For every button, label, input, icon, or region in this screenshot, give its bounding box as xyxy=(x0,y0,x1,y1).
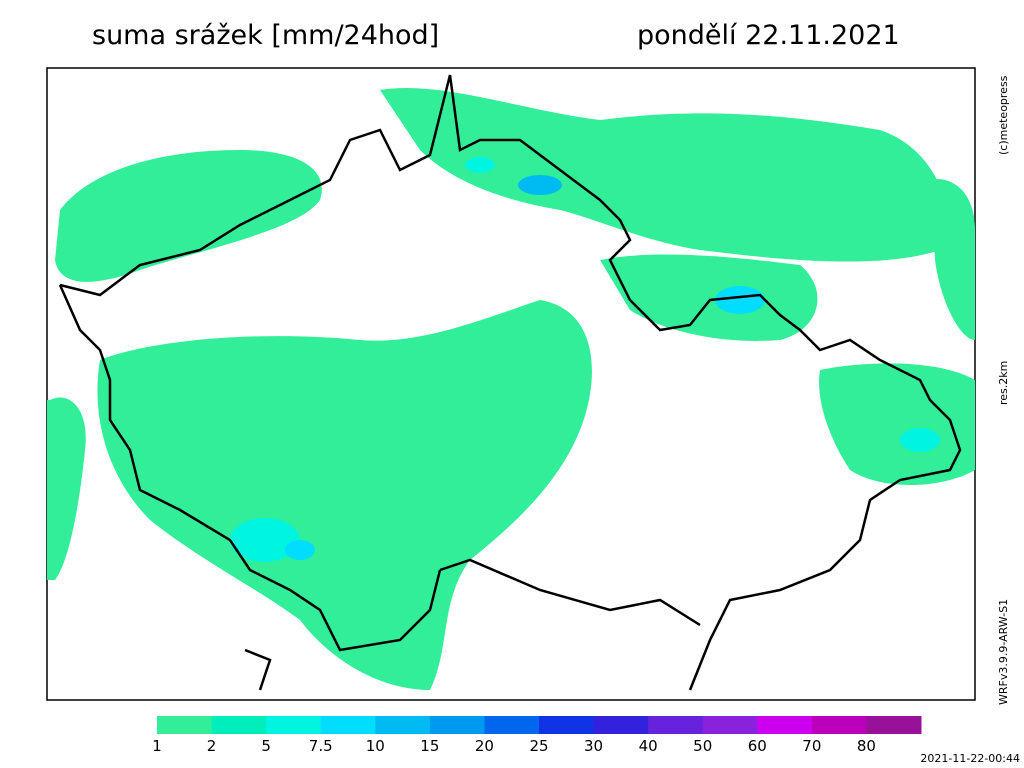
precip-area xyxy=(380,87,948,262)
precip-spot xyxy=(230,518,300,562)
map xyxy=(46,67,976,701)
precip-spot xyxy=(285,540,315,560)
precip-area xyxy=(930,179,975,340)
legend-swatch xyxy=(866,716,922,734)
resolution: res.2km xyxy=(997,361,1010,405)
precip-spot xyxy=(715,286,765,314)
legend-label: 20 xyxy=(475,737,494,755)
model: WRFv3.9.9-ARW-S1 xyxy=(997,599,1010,705)
precip-area xyxy=(819,363,975,485)
legend-label: 7.5 xyxy=(309,737,333,755)
precip-spot xyxy=(518,175,562,195)
precip-areas xyxy=(47,87,975,690)
legend-label: 70 xyxy=(802,737,821,755)
legend-swatch xyxy=(648,716,704,734)
legend-swatch xyxy=(811,716,867,734)
precip-area xyxy=(600,254,818,341)
legend-swatch xyxy=(702,716,758,734)
precip-spot xyxy=(900,428,940,452)
legend-label: 25 xyxy=(529,737,548,755)
legend-swatch xyxy=(266,716,322,734)
legend-label: 10 xyxy=(366,737,385,755)
color-legend: 1 2 5 7.5 10 15 20 25 30 40 50 60 70 80 xyxy=(152,716,922,755)
legend-swatch xyxy=(320,716,376,734)
legend-label: 60 xyxy=(748,737,767,755)
legend-swatch xyxy=(429,716,485,734)
legend-swatch xyxy=(157,716,213,734)
border xyxy=(58,74,962,691)
legend-label: 15 xyxy=(420,737,439,755)
heavy-precip xyxy=(230,157,940,562)
precip-area xyxy=(97,300,592,690)
copyright: (c)meteopress xyxy=(997,75,1010,155)
legend-swatch xyxy=(484,716,540,734)
legend-swatch xyxy=(375,716,431,734)
precip-spot xyxy=(465,157,495,173)
legend-swatch xyxy=(211,716,267,734)
legend-label: 40 xyxy=(639,737,658,755)
precip-area xyxy=(55,150,322,282)
legend-swatch xyxy=(593,716,649,734)
legend-swatch xyxy=(539,716,595,734)
legend-label: 5 xyxy=(261,737,271,755)
title: suma srážek [mm/24hod] xyxy=(92,20,439,51)
legend-label: 30 xyxy=(584,737,603,755)
date: pondělí 22.11.2021 xyxy=(637,20,900,51)
legend-label: 50 xyxy=(693,737,712,755)
legend-label: 2 xyxy=(207,737,217,755)
legend-label: 1 xyxy=(152,737,162,755)
legend-label: 80 xyxy=(857,737,876,755)
legend-swatch xyxy=(757,716,813,734)
timestamp: 2021-11-22-00:44 xyxy=(920,752,1020,765)
precip-area xyxy=(47,397,86,580)
